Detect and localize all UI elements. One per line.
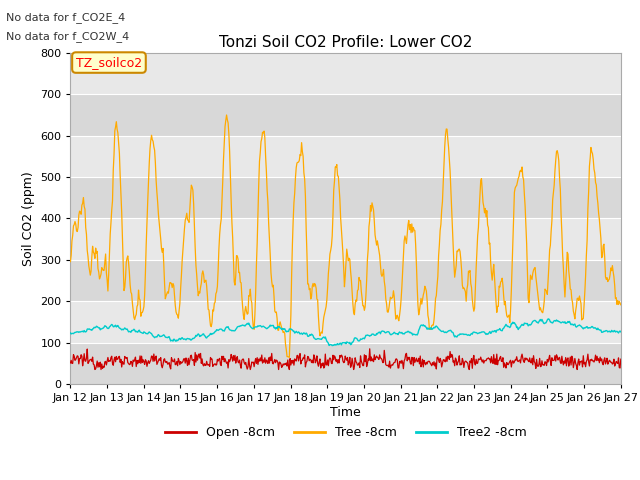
Text: No data for f_CO2E_4: No data for f_CO2E_4 bbox=[6, 12, 125, 23]
Line: Tree -8cm: Tree -8cm bbox=[70, 115, 621, 357]
Tree2 -8cm bbox=[617, 329, 625, 335]
Bar bbox=[70, 260, 621, 301]
Open -8cm bbox=[414, 358, 422, 364]
Tree2 -8cm bbox=[544, 316, 552, 322]
Tree2 -8cm bbox=[67, 330, 74, 336]
Open -8cm bbox=[219, 357, 227, 362]
Tree -8cm bbox=[223, 112, 230, 118]
Tree2 -8cm bbox=[328, 343, 336, 348]
Tree2 -8cm bbox=[429, 325, 437, 331]
Open -8cm bbox=[617, 356, 625, 362]
Tree2 -8cm bbox=[189, 336, 196, 341]
Text: TZ_soilco2: TZ_soilco2 bbox=[76, 56, 142, 69]
X-axis label: Time: Time bbox=[330, 406, 361, 419]
Tree -8cm bbox=[189, 187, 196, 193]
Tree2 -8cm bbox=[413, 332, 421, 338]
Title: Tonzi Soil CO2 Profile: Lower CO2: Tonzi Soil CO2 Profile: Lower CO2 bbox=[219, 35, 472, 50]
Legend: Open -8cm, Tree -8cm, Tree2 -8cm: Open -8cm, Tree -8cm, Tree2 -8cm bbox=[159, 421, 532, 444]
Tree -8cm bbox=[77, 209, 84, 215]
Tree -8cm bbox=[218, 197, 226, 203]
Open -8cm bbox=[91, 367, 99, 372]
Open -8cm bbox=[134, 361, 141, 367]
Tree2 -8cm bbox=[218, 327, 226, 333]
Tree -8cm bbox=[67, 259, 74, 264]
Tree2 -8cm bbox=[77, 329, 84, 335]
Open -8cm bbox=[77, 356, 84, 361]
Line: Open -8cm: Open -8cm bbox=[70, 349, 621, 370]
Tree2 -8cm bbox=[133, 329, 141, 335]
Open -8cm bbox=[366, 346, 374, 352]
Tree -8cm bbox=[285, 354, 293, 360]
Bar bbox=[70, 343, 621, 384]
Bar bbox=[70, 177, 621, 218]
Open -8cm bbox=[190, 357, 198, 362]
Open -8cm bbox=[430, 359, 438, 365]
Open -8cm bbox=[67, 360, 74, 366]
Tree -8cm bbox=[133, 303, 141, 309]
Line: Tree2 -8cm: Tree2 -8cm bbox=[70, 319, 621, 346]
Bar bbox=[70, 94, 621, 136]
Text: No data for f_CO2W_4: No data for f_CO2W_4 bbox=[6, 31, 130, 42]
Tree -8cm bbox=[430, 317, 438, 323]
Y-axis label: Soil CO2 (ppm): Soil CO2 (ppm) bbox=[22, 171, 35, 266]
Tree -8cm bbox=[617, 302, 625, 308]
Tree -8cm bbox=[414, 302, 422, 308]
